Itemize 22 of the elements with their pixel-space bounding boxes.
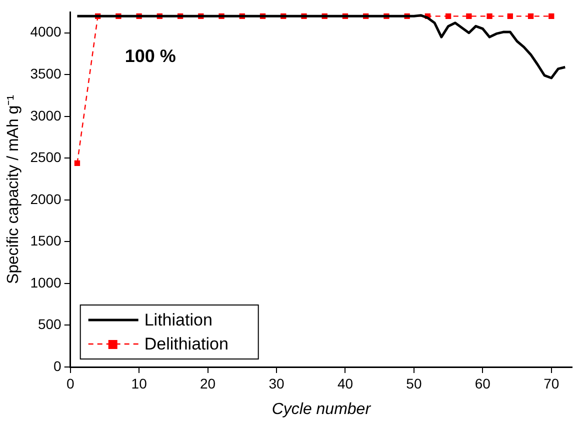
x-tick-label: 40 [337,375,354,392]
y-tick-label: 1000 [30,274,62,290]
x-tick-label: 20 [200,375,216,392]
y-tick-label: 2000 [30,190,62,207]
x-tick-label: 60 [474,375,491,392]
y-tick-label: 500 [38,316,62,332]
legend-label: Lithiation [144,310,212,330]
y-tick-label: 1500 [30,232,62,249]
x-tick-label: 50 [406,375,422,392]
y-tick-label: 0 [54,358,62,374]
x-tick-label: 0 [66,375,74,392]
y-tick-label: 2500 [30,149,62,166]
x-tick-label: 30 [268,375,284,392]
x-tick-label: 70 [544,375,560,392]
y-tick-label: 4000 [30,24,62,40]
x-axis-title: Cycle number [272,400,372,418]
y-axis-title: Specific capacity / mAh g⁻¹ [5,94,22,284]
y-tick-label: 3500 [30,66,62,82]
y-tick-label: 3000 [30,107,62,124]
annotation: 100 % [124,46,176,66]
legend-label: Delithiation [144,334,228,354]
x-tick-label: 10 [131,375,148,392]
